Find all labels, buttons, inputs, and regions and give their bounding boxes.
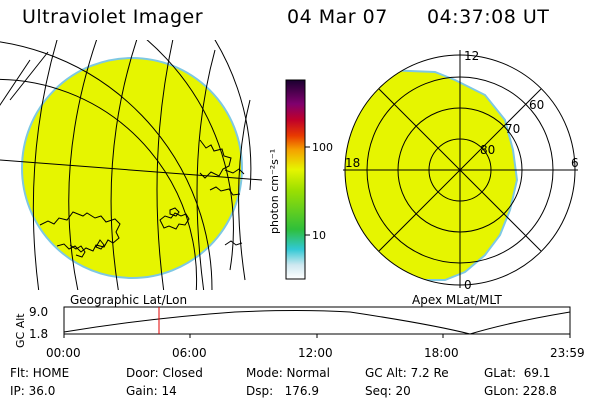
info-seq: Seq: 20 — [365, 384, 411, 398]
info-flight: Flt: HOME — [10, 366, 70, 380]
mlt-label-0: 0 — [464, 278, 472, 292]
time-tick-4: 23:59 — [550, 346, 585, 360]
geographic-emission-disc — [21, 57, 243, 279]
lat-label-70: 70 — [505, 122, 520, 136]
colorbar-tick-10: 10 — [312, 229, 326, 242]
altitude-axis-label: GC Alt — [14, 313, 27, 348]
image-time: 04:37:08 UT — [427, 6, 550, 28]
geographic-label: Geographic Lat/Lon — [70, 293, 188, 307]
info-gain: Gain: 14 — [126, 384, 177, 398]
polar-emission-region — [345, 69, 519, 281]
latitude-grid — [0, 40, 252, 290]
time-tick-2: 12:00 — [298, 346, 333, 360]
altitude-tick-bottom: 1.8 — [29, 327, 48, 341]
colorbar-tick-100: 100 — [312, 141, 333, 154]
info-ip: IP: 36.0 — [10, 384, 56, 398]
mlt-axes — [343, 50, 578, 288]
info-glon: GLon: 228.8 — [484, 384, 557, 398]
polar-label: Apex MLat/MLT — [412, 293, 502, 307]
polar-image: 12 18 6 0 60 70 80 — [343, 49, 579, 292]
mlt-label-12: 12 — [464, 49, 479, 63]
time-tick-3: 18:00 — [424, 346, 459, 360]
mlt-label-18: 18 — [345, 156, 360, 170]
instrument-title: Ultraviolet Imager — [22, 6, 204, 28]
info-mode: Mode: Normal — [246, 366, 330, 380]
colorbar-scale — [285, 79, 306, 280]
geographic-image — [0, 40, 262, 290]
altitude-curve — [63, 310, 571, 335]
time-tick-0: 00:00 — [46, 346, 81, 360]
time-tick-1: 06:00 — [172, 346, 207, 360]
altitude-tick-top: 9.0 — [29, 305, 48, 319]
info-glat: GLat: 69.1 — [484, 366, 551, 380]
colorbar-unit-label: photon cm⁻²s⁻¹ — [268, 149, 281, 234]
colorbar: 100 10 photon cm⁻²s⁻¹ — [268, 79, 333, 280]
mlt-label-6: 6 — [571, 156, 579, 170]
lat-label-80: 80 — [480, 143, 495, 157]
info-gc-alt: GC Alt: 7.2 Re — [365, 366, 449, 380]
info-door: Door: Closed — [126, 366, 203, 380]
image-date: 04 Mar 07 — [287, 6, 388, 28]
info-dsp: Dsp: 176.9 — [246, 384, 319, 398]
coastlines — [39, 139, 245, 258]
altitude-plot: GC Alt 9.0 1.8 — [14, 305, 571, 348]
longitude-grid — [0, 40, 262, 290]
lat-label-60: 60 — [529, 98, 544, 112]
